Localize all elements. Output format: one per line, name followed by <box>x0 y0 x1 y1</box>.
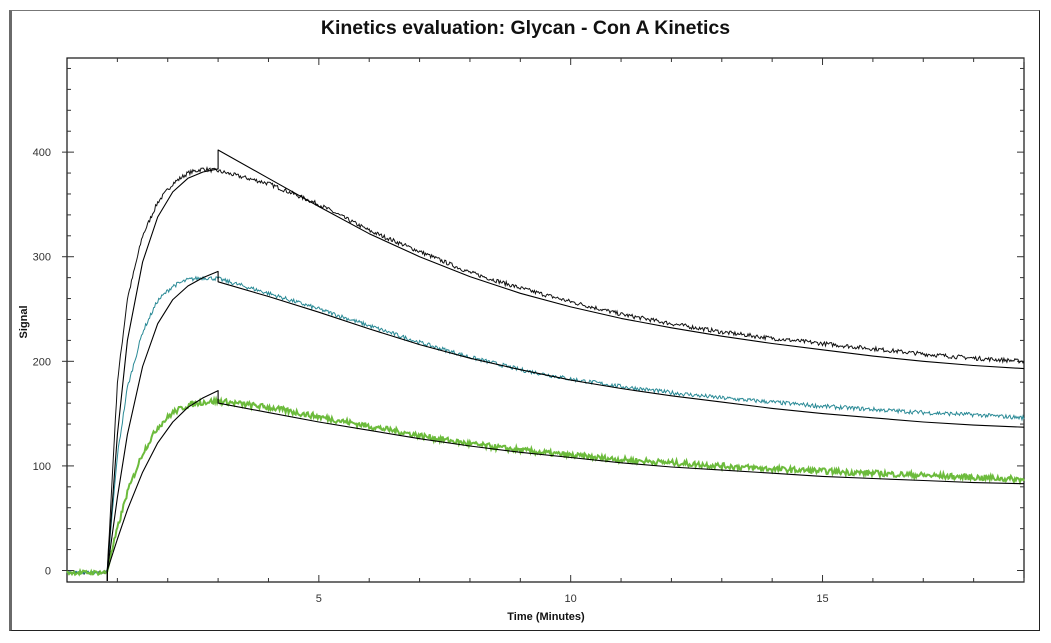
y-tick-label: 100 <box>33 461 51 473</box>
series-line-measured-high <box>66 165 1025 576</box>
x-tick-label: 15 <box>816 593 828 605</box>
y-tick-label: 300 <box>33 252 51 264</box>
series-line-fit-low <box>106 390 1025 581</box>
chart-frame <box>9 10 1040 631</box>
x-tick-label: 10 <box>565 593 577 605</box>
x-tick-label: 5 <box>316 593 322 605</box>
series-line-measured-low <box>66 395 1025 577</box>
chart-title: Kinetics evaluation: Glycan - Con A Kine… <box>320 17 731 39</box>
series-group <box>66 149 1025 581</box>
x-axis-label: Time (Minutes) <box>507 611 585 623</box>
plot-area-border <box>66 57 1025 583</box>
series-line-fit-high <box>106 149 1025 581</box>
axes: 5 10 15 0 100 200 300 400 <box>33 57 1025 605</box>
y-tick-label: 200 <box>33 356 51 368</box>
y-axis-label: Signal <box>18 305 30 338</box>
series-line-measured-mid <box>66 275 1025 576</box>
y-tick-label: 400 <box>33 147 51 159</box>
series-line-fit-mid <box>106 270 1025 581</box>
y-tick-label: 0 <box>45 565 51 577</box>
